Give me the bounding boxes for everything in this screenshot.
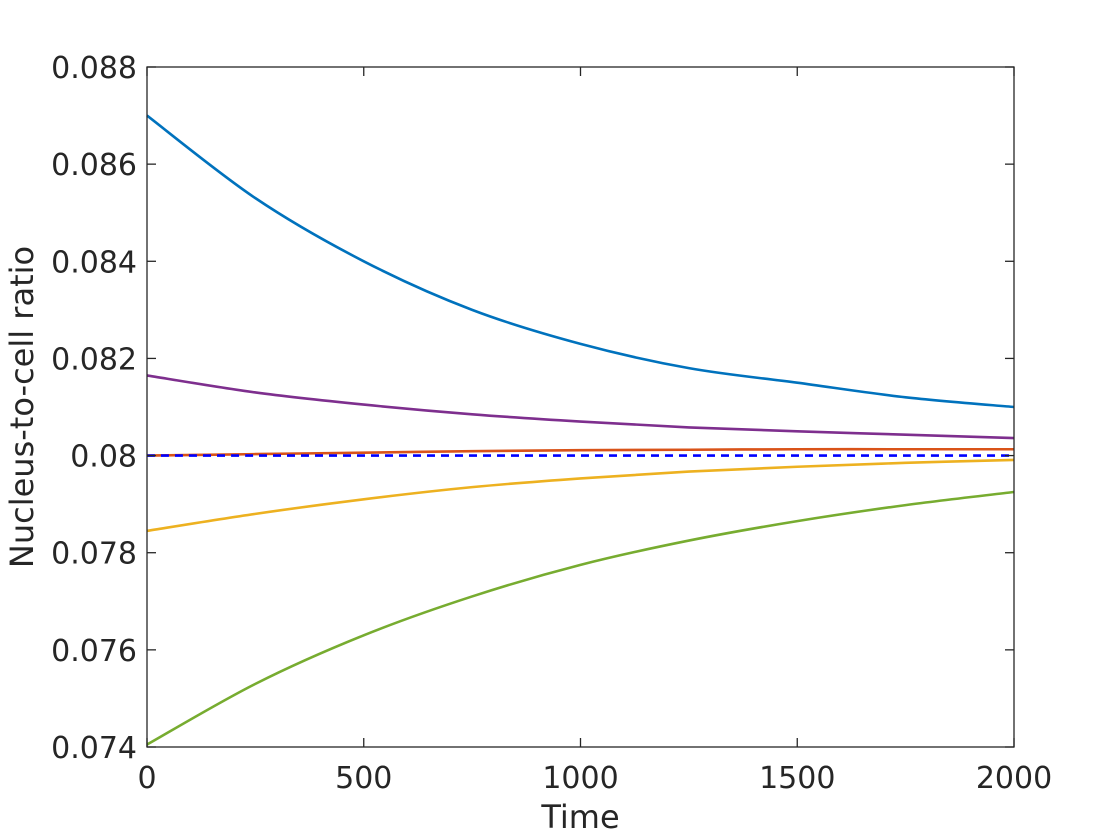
x-tick-label: 500 <box>335 761 392 796</box>
y-tick-label: 0.078 <box>51 537 137 572</box>
y-tick-label: 0.08 <box>70 440 137 475</box>
y-axis: 0.074 0.076 0.078 0.08 0.082 0.084 0.086 0.088 <box>51 51 1014 766</box>
series-layer <box>146 114 1015 746</box>
series-line-3 <box>146 447 1014 457</box>
x-tick-label: 1000 <box>542 761 618 796</box>
series-line-5 <box>146 458 1015 533</box>
x-tick-label: 1500 <box>759 761 835 796</box>
x-tick-label: 2000 <box>976 761 1052 796</box>
y-tick-label: 0.076 <box>51 634 137 669</box>
y-axis-label: Nucleus-to-cell ratio <box>3 246 41 568</box>
y-tick-label: 0.086 <box>51 148 137 183</box>
y-tick-label: 0.082 <box>51 342 137 377</box>
y-tick-label: 0.084 <box>51 245 137 280</box>
x-axis-label: Time <box>540 798 619 836</box>
x-axis: 0 500 1000 1500 2000 <box>137 67 1052 796</box>
y-tick-label: 0.074 <box>51 731 137 766</box>
series-line-6 <box>146 490 1015 746</box>
x-tick-label: 0 <box>137 761 156 796</box>
series-line-2 <box>146 374 1015 440</box>
y-tick-label: 0.088 <box>51 51 137 86</box>
series-line-1 <box>146 114 1015 409</box>
